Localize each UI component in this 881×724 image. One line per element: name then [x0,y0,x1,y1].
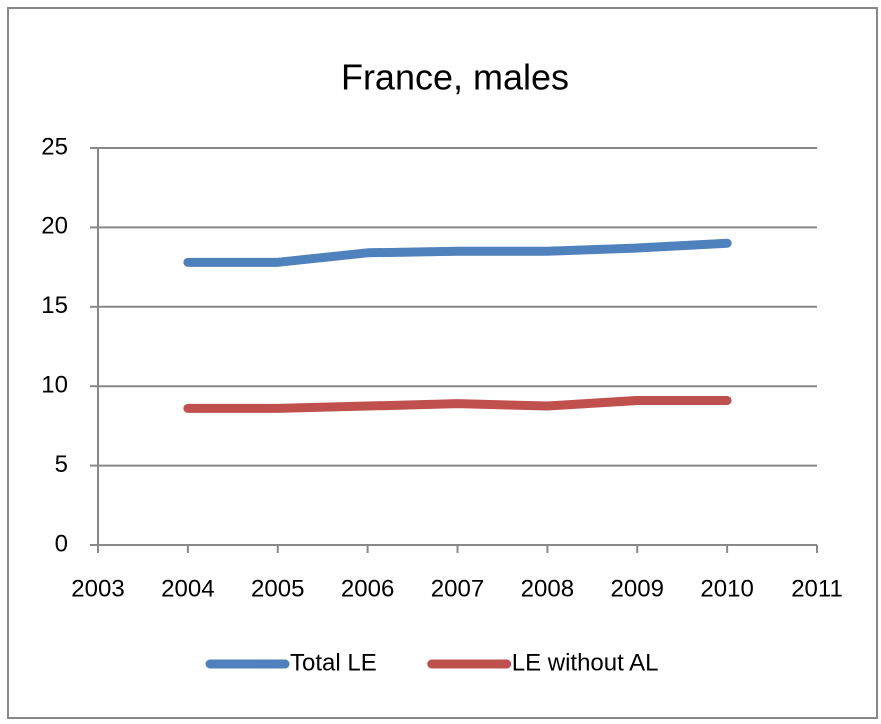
x-tick-label: 2008 [521,575,574,602]
series-line [183,238,732,267]
x-tick-label: 2007 [431,575,484,602]
chart-border [7,7,878,719]
y-tick-label: 5 [55,451,68,478]
x-tick-label: 2003 [71,575,124,602]
y-tick-label: 25 [41,133,68,160]
y-tick-label: 0 [55,530,68,557]
x-tick-label: 2011 [791,575,843,602]
x-tick-label: 2010 [700,575,753,602]
y-tick-label: 20 [41,213,68,240]
y-tick-label: 15 [41,292,68,319]
legend-label: LE without AL [512,649,659,676]
series-line [183,395,732,413]
x-tick-label: 2006 [341,575,394,602]
legend-label: Total LE [290,649,377,676]
chart-title: France, males [341,57,569,98]
x-tick-label: 2009 [611,575,664,602]
y-tick-label: 10 [41,372,68,399]
x-tick-label: 2004 [161,575,214,602]
x-tick-label: 2005 [251,575,304,602]
